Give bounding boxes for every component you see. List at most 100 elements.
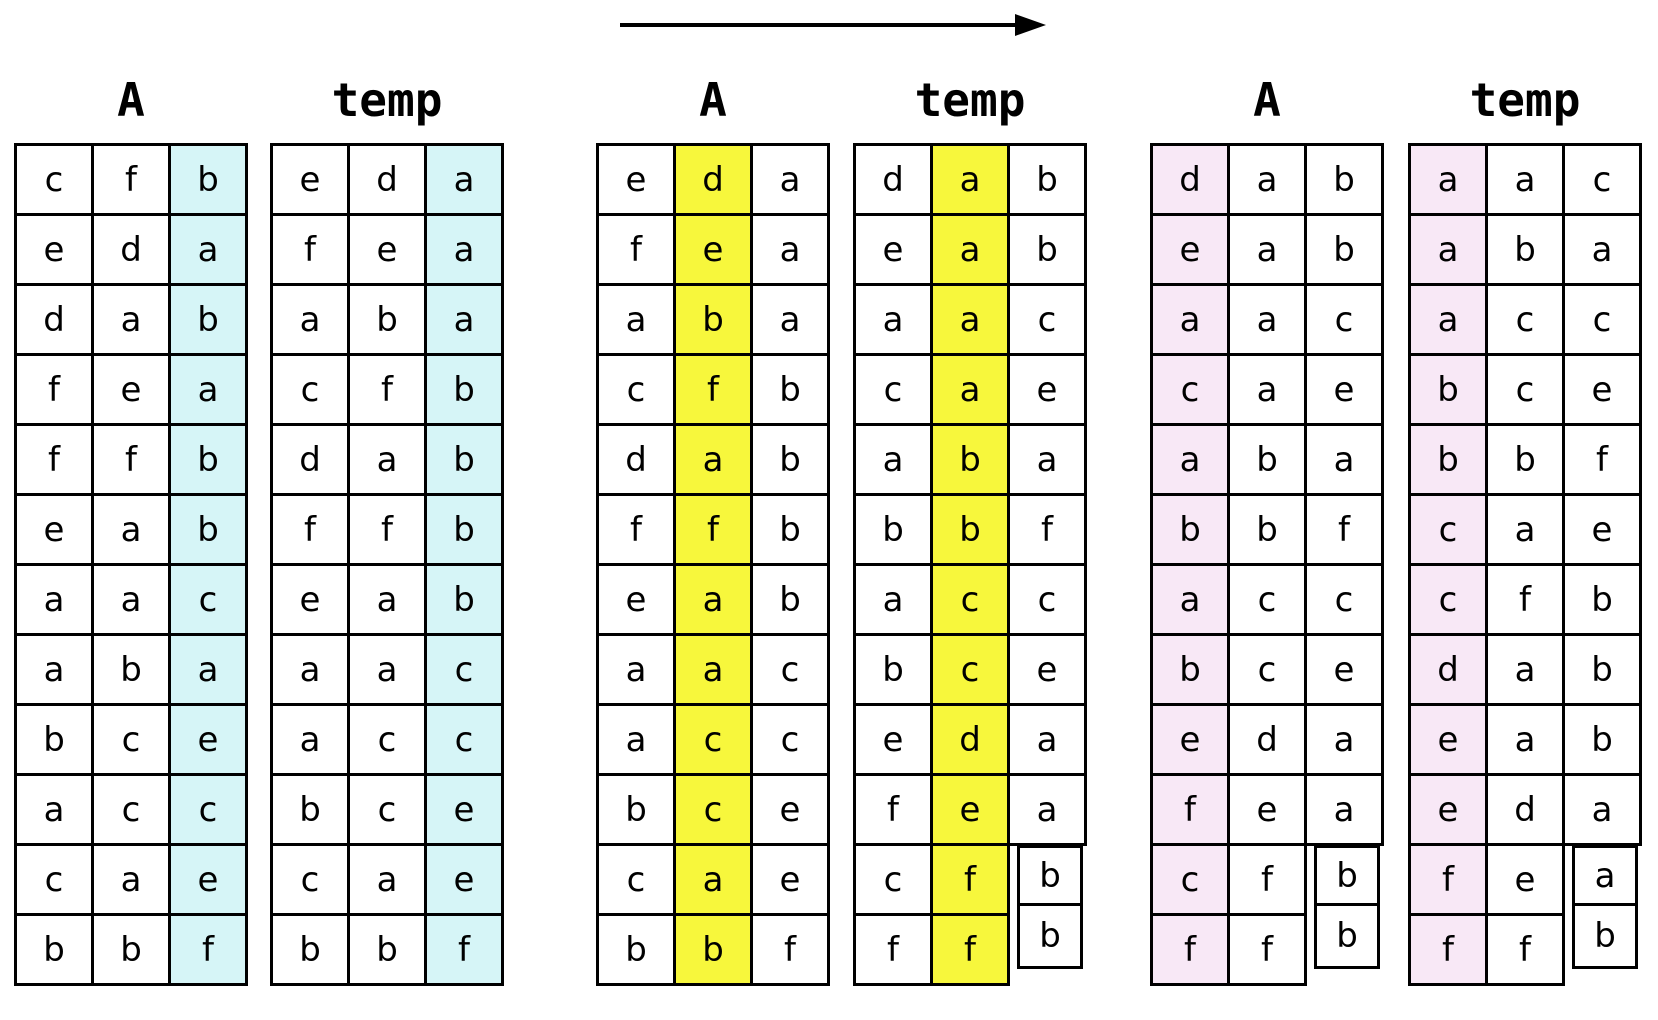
displaced-cell-r12c3: b xyxy=(1314,903,1380,969)
cell-r5c1: a xyxy=(1150,423,1230,496)
cell-r1c3: c xyxy=(1562,143,1642,216)
cell-r7c1: c xyxy=(1408,563,1488,636)
cell-r7c1: e xyxy=(596,563,676,636)
cell-r3c3: c xyxy=(1007,283,1087,356)
cell-r11c3: e xyxy=(750,843,830,916)
cell-r6c2: a xyxy=(91,493,171,566)
cell-r11c3: e xyxy=(424,843,504,916)
cell-r11c2: a xyxy=(673,843,753,916)
cell-r12c1: b xyxy=(596,913,676,986)
cell-r3c1: a xyxy=(853,283,933,356)
cell-r8c1: d xyxy=(1408,633,1488,706)
cell-r10c1: f xyxy=(853,773,933,846)
cell-r4c3: e xyxy=(1304,353,1384,426)
cell-r9c3: b xyxy=(1562,703,1642,776)
cell-r9c2: c xyxy=(91,703,171,776)
cell-r1c3: b xyxy=(1304,143,1384,216)
cell-r1c2: a xyxy=(1485,143,1565,216)
cell-r9c1: e xyxy=(1150,703,1230,776)
cell-r2c1: f xyxy=(596,213,676,286)
cell-r12c2: f xyxy=(1227,913,1307,986)
cell-r7c1: a xyxy=(853,563,933,636)
array-label-6: temp xyxy=(1469,73,1581,127)
cell-r12c1: b xyxy=(270,913,350,986)
cell-r8c2: a xyxy=(673,633,753,706)
cell-r8c3: c xyxy=(424,633,504,706)
cell-r3c1: a xyxy=(270,283,350,356)
cell-r12c3: f xyxy=(750,913,830,986)
cell-r10c3: e xyxy=(750,773,830,846)
cell-r12c2: f xyxy=(930,913,1010,986)
cell-r6c3: e xyxy=(1562,493,1642,566)
cell-r4c2: f xyxy=(347,353,427,426)
cell-r7c3: c xyxy=(168,563,248,636)
cell-r3c3: c xyxy=(1304,283,1384,356)
cell-r8c3: c xyxy=(750,633,830,706)
cell-r6c3: f xyxy=(1007,493,1087,566)
cell-r7c1: a xyxy=(1150,563,1230,636)
array-label-5: A xyxy=(1253,73,1281,127)
cell-r11c2: e xyxy=(1485,843,1565,916)
cell-r8c2: c xyxy=(930,633,1010,706)
cell-r10c1: b xyxy=(596,773,676,846)
cell-r5c2: b xyxy=(1485,423,1565,496)
cell-r4c2: c xyxy=(1485,353,1565,426)
cell-r10c2: c xyxy=(347,773,427,846)
cell-r7c3: b xyxy=(750,563,830,636)
cell-r9c2: d xyxy=(930,703,1010,776)
cell-r4c1: c xyxy=(596,353,676,426)
cell-r3c2: b xyxy=(347,283,427,356)
displaced-cell-r11c3: b xyxy=(1314,845,1380,906)
cell-r1c1: a xyxy=(1408,143,1488,216)
cell-r11c2: f xyxy=(1227,843,1307,916)
cell-r4c2: a xyxy=(1227,353,1307,426)
cell-r9c1: a xyxy=(596,703,676,776)
cell-r7c1: e xyxy=(270,563,350,636)
cell-r9c3: e xyxy=(168,703,248,776)
cell-r10c1: a xyxy=(14,773,94,846)
cell-r10c3: e xyxy=(424,773,504,846)
cell-r2c2: a xyxy=(930,213,1010,286)
cell-r1c2: a xyxy=(930,143,1010,216)
cell-r11c2: a xyxy=(91,843,171,916)
cell-r5c2: a xyxy=(673,423,753,496)
cell-r10c1: b xyxy=(270,773,350,846)
cell-r7c2: c xyxy=(1227,563,1307,636)
cell-r7c2: a xyxy=(347,563,427,636)
array-label-4: temp xyxy=(914,73,1026,127)
cell-r9c1: b xyxy=(14,703,94,776)
array-label-3: A xyxy=(699,73,727,127)
displaced-cell-r11c3: b xyxy=(1017,845,1083,906)
cell-r9c2: c xyxy=(673,703,753,776)
cell-r8c3: a xyxy=(168,633,248,706)
cell-r4c3: e xyxy=(1007,353,1087,426)
cell-r6c3: f xyxy=(1304,493,1384,566)
cell-r9c2: d xyxy=(1227,703,1307,776)
cell-r5c3: a xyxy=(1007,423,1087,496)
cell-r5c2: b xyxy=(930,423,1010,496)
cell-r9c3: a xyxy=(1304,703,1384,776)
cell-r11c1: f xyxy=(1408,843,1488,916)
cell-r6c3: b xyxy=(750,493,830,566)
cell-r6c1: c xyxy=(1408,493,1488,566)
cell-r1c2: a xyxy=(1227,143,1307,216)
cell-r3c2: a xyxy=(930,283,1010,356)
cell-r2c2: b xyxy=(1485,213,1565,286)
cell-r8c1: a xyxy=(270,633,350,706)
cell-r6c1: f xyxy=(270,493,350,566)
cell-r12c1: f xyxy=(1150,913,1230,986)
cell-r8c1: b xyxy=(1150,633,1230,706)
cell-r11c1: c xyxy=(1150,843,1230,916)
cell-r2c3: a xyxy=(750,213,830,286)
cell-r7c2: a xyxy=(91,563,171,636)
cell-r7c3: c xyxy=(1007,563,1087,636)
cell-r8c1: b xyxy=(853,633,933,706)
cell-r2c3: a xyxy=(424,213,504,286)
cell-r4c1: b xyxy=(1408,353,1488,426)
cell-r12c2: b xyxy=(91,913,171,986)
cell-r12c2: f xyxy=(1485,913,1565,986)
